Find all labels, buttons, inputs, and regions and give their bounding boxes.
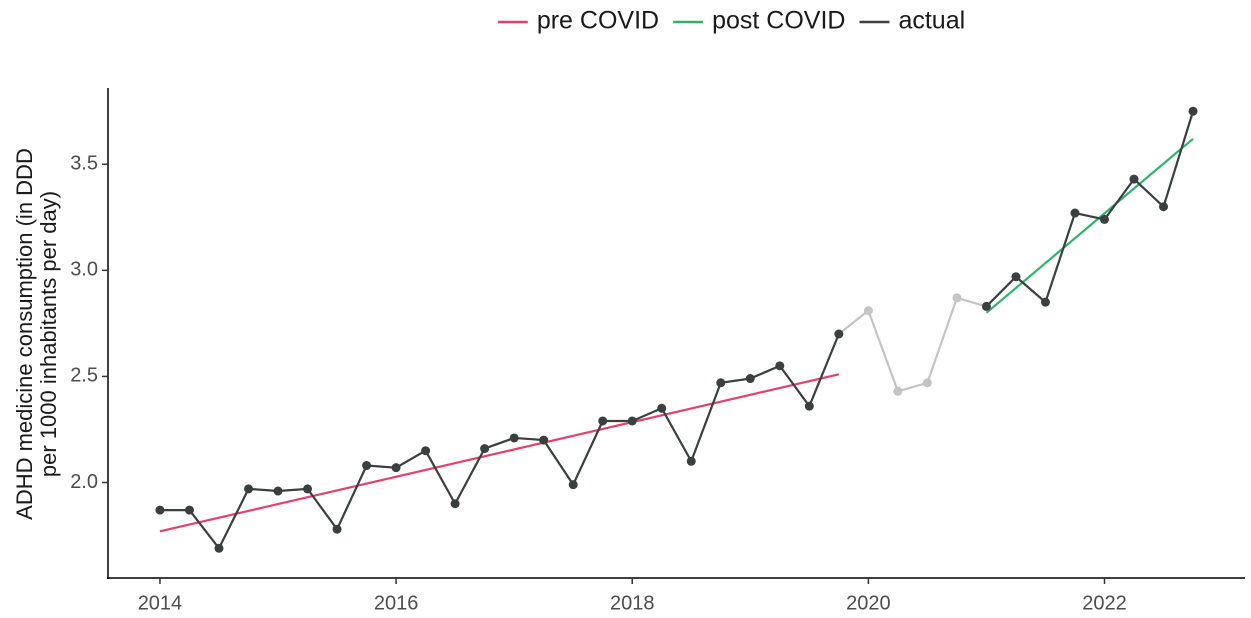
x-tick-label: 2022 <box>1082 592 1127 614</box>
data-point <box>1040 297 1050 307</box>
data-point <box>1188 106 1198 116</box>
data-point <box>657 403 667 413</box>
data-point <box>1159 202 1169 212</box>
y-label-line: ADHD medicine consumption (in DDD <box>12 148 37 520</box>
data-point <box>1011 272 1021 282</box>
data-point <box>273 486 283 496</box>
data-point <box>539 435 549 445</box>
x-tick-label: 2016 <box>374 592 419 614</box>
series-line <box>159 373 840 533</box>
series-line <box>838 296 987 393</box>
data-point <box>480 444 490 454</box>
data-point <box>745 374 755 384</box>
data-point <box>775 361 785 371</box>
legend-label: pre COVID <box>537 7 659 35</box>
legend-label: actual <box>898 7 965 35</box>
data-point <box>1099 214 1109 224</box>
y-axis-label: ADHD medicine consumption (in DDD per 10… <box>12 148 61 520</box>
data-point <box>332 524 342 534</box>
data-point <box>1070 208 1080 218</box>
data-point <box>627 416 637 426</box>
data-point <box>981 301 991 311</box>
x-tick-label: 2014 <box>138 592 183 614</box>
data-point <box>214 543 224 553</box>
data-point <box>303 484 313 494</box>
data-point <box>716 378 726 388</box>
data-point <box>922 378 932 388</box>
data-point <box>834 329 844 339</box>
data-point <box>155 505 165 515</box>
data-point <box>804 401 814 411</box>
data-point <box>244 484 254 494</box>
data-point <box>598 416 608 426</box>
data-point <box>421 446 431 456</box>
data-point <box>893 386 903 396</box>
series-line <box>985 137 1194 314</box>
y-tick-label: 2.0 <box>70 471 98 493</box>
series-line <box>159 110 1195 551</box>
data-point <box>952 293 962 303</box>
data-point <box>184 505 194 515</box>
data-point <box>391 463 401 473</box>
y-tick-label: 3.5 <box>70 153 98 175</box>
data-point <box>568 480 578 490</box>
y-label-line: per 1000 inhabitants per day) <box>36 191 61 477</box>
data-point <box>450 499 460 509</box>
data-point <box>509 433 519 443</box>
data-point <box>863 306 873 316</box>
legend-label: post COVID <box>712 7 845 35</box>
data-point <box>1129 174 1139 184</box>
x-tick-label: 2018 <box>610 592 655 614</box>
data-point <box>362 461 372 471</box>
y-tick-label: 2.5 <box>70 365 98 387</box>
data-point <box>686 456 696 466</box>
y-tick-label: 3.0 <box>70 259 98 281</box>
x-tick-label: 2020 <box>846 592 891 614</box>
